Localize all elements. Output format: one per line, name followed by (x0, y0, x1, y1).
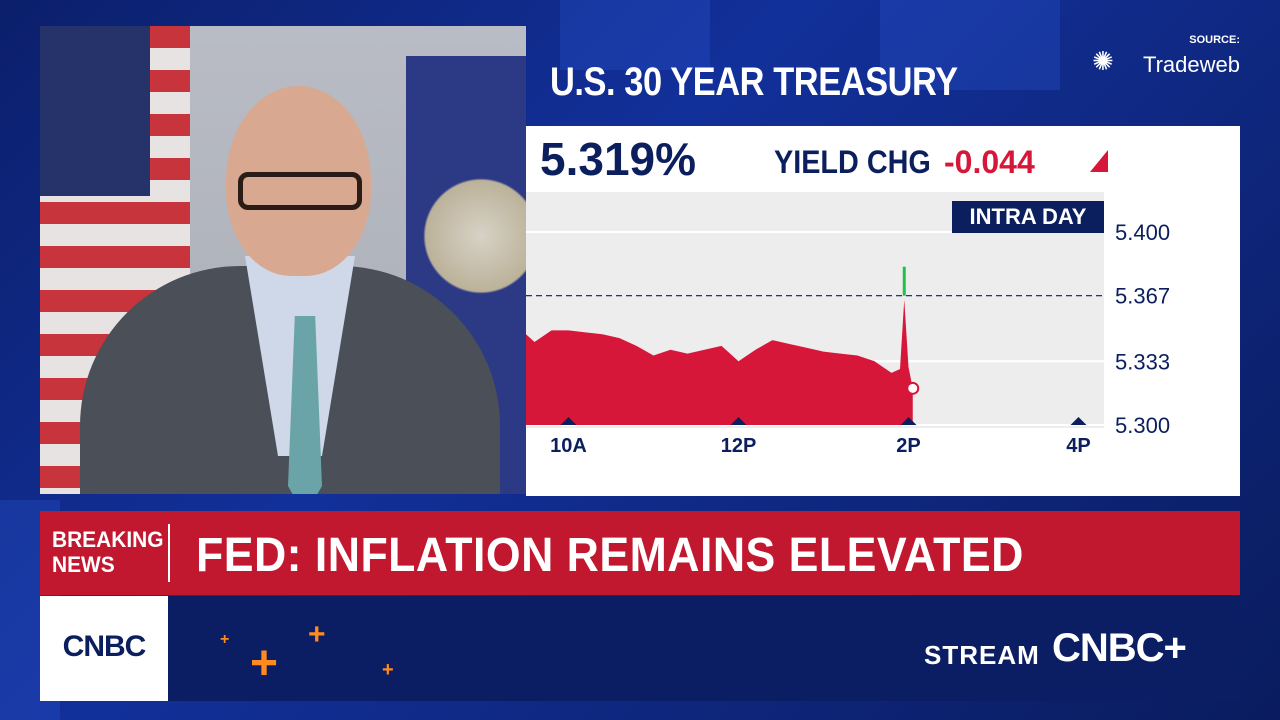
stream-label: STREAM (924, 640, 1040, 670)
tradeweb-logo-icon: ✺ (1092, 46, 1114, 76)
anchor-video-feed (40, 26, 526, 494)
cnbc-logo: CNBC (62, 630, 147, 663)
network-logo-box (40, 596, 168, 701)
quote-panel (526, 126, 1240, 192)
x-tick-marker (1070, 417, 1087, 425)
x-tick-marker (900, 417, 917, 425)
source-label: SOURCE: (1189, 34, 1240, 46)
speaker-glasses (238, 172, 362, 210)
breaking-news-bar (40, 511, 1240, 595)
plus-decoration-icon: + (308, 618, 326, 651)
y-tick-label: 5.333 (1115, 349, 1170, 374)
y-axis-panel (1104, 192, 1240, 496)
last-point-marker (906, 381, 920, 395)
x-tick-marker (560, 417, 577, 425)
x-tick-label: 2P (896, 435, 920, 457)
background-cube (560, 0, 710, 70)
yield-change-value: -0.044 (944, 144, 1035, 180)
x-tick-label: 12P (721, 435, 757, 457)
yield-value: 5.319% (540, 133, 697, 185)
x-axis-band (526, 428, 1104, 496)
plus-decoration-icon: + (220, 631, 230, 648)
x-tick-label: 4P (1066, 435, 1090, 457)
chart-title: U.S. 30 YEAR TREASURY (550, 60, 958, 104)
intraday-badge: INTRA DAY (952, 201, 1104, 233)
background-cube (880, 0, 1060, 90)
breaking-label-line1: BREAKING (52, 527, 164, 552)
plus-decoration-icon: + (250, 637, 279, 690)
plus-decoration-icon: + (382, 659, 394, 681)
change-direction-icon (1090, 150, 1108, 172)
intraday-chart: 5.400 5.367 5.333 5.300 10A 12P 2P 4P (526, 220, 1170, 457)
y-tick-label: 5.400 (1115, 220, 1170, 245)
breaking-divider (168, 524, 170, 582)
bottom-bar (40, 596, 1240, 701)
breaking-label-line2: NEWS (52, 552, 115, 577)
yield-area (526, 299, 913, 425)
x-tick-marker (730, 417, 747, 425)
x-tick-label: 10A (550, 435, 587, 457)
headline: FED: INFLATION REMAINS ELEVATED (196, 529, 1024, 582)
speaker-head (226, 86, 371, 276)
breaking-news-label: BREAKING NEWS (52, 527, 163, 577)
speaker-tie (288, 316, 322, 494)
yield-change-label: YIELD CHG (774, 144, 931, 180)
y-tick-label: 5.300 (1115, 413, 1170, 438)
source-brand: Tradeweb (1142, 52, 1240, 77)
cnbc-plus-logo: CNBC+ (1052, 626, 1187, 670)
y-tick-label: 5.367 (1115, 284, 1170, 309)
